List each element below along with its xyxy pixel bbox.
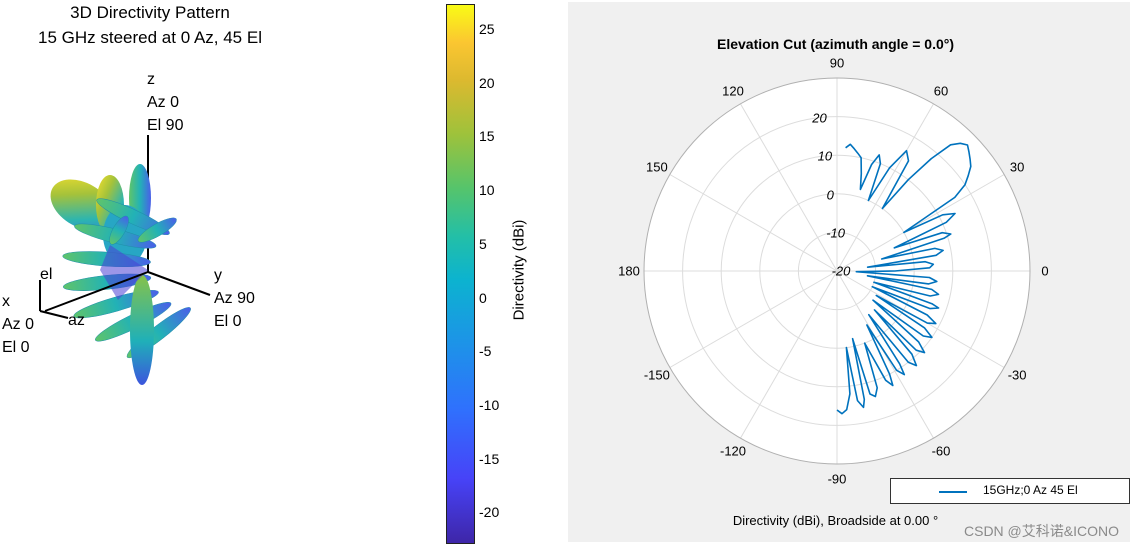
- el-axis-label: el: [40, 266, 53, 283]
- z-axis-label: z Az 0 El 90: [147, 71, 184, 134]
- angle-tick-label: -120: [719, 443, 747, 459]
- angle-tick-label: 120: [722, 83, 744, 99]
- pattern3d-title-line2: 15 GHz steered at 0 Az, 45 El: [38, 28, 262, 47]
- polar-outer-ring: [643, 77, 1031, 465]
- watermark: CSDN @艾科诺&ICONO: [964, 523, 1119, 539]
- colorbar-tick: 5: [479, 235, 487, 252]
- az-axis-line: [39, 310, 69, 319]
- x-axis-line: [44, 271, 149, 312]
- angle-tick-label: 0: [1041, 263, 1049, 279]
- polar-grid-spoke: [836, 174, 1005, 272]
- angle-tick-label: 150: [646, 159, 668, 175]
- polar-grid-spoke: [669, 270, 838, 368]
- angle-tick-label: -150: [643, 367, 670, 383]
- legend[interactable]: 15GHz;0 Az 45 El: [890, 478, 1130, 504]
- polar-grid-spoke: [836, 103, 934, 272]
- angle-tick-label: 180: [618, 263, 640, 279]
- angle-tick-label: -30: [1007, 367, 1027, 383]
- colorbar-tick: 0: [479, 289, 487, 306]
- polar-bottom-label: Directivity (dBi), Broadside at 0.00 °: [732, 513, 939, 528]
- legend-entry: 15GHz;0 Az 45 El: [983, 483, 1078, 497]
- series-line: [836, 142, 972, 415]
- polar-title: Elevation Cut (azimuth angle = 0.0°): [716, 36, 955, 52]
- pattern3d-title: 3D Directivity Pattern 15 GHz steered at…: [0, 0, 300, 50]
- angle-tick-label: 90: [829, 55, 845, 71]
- colorbar-tick: 10: [479, 182, 495, 199]
- colorbar-tick: -20: [479, 504, 500, 521]
- pattern3d-plot[interactable]: [0, 0, 440, 549]
- polar-grid-spoke: [740, 103, 838, 272]
- colorbar-tick: 25: [479, 21, 495, 37]
- angle-tick-label: 60: [933, 83, 949, 99]
- radial-tick-label: -20: [831, 263, 851, 279]
- angle-tick-label: 30: [1009, 159, 1025, 175]
- polar-grid-spoke: [836, 270, 934, 439]
- colorbar-tick: -10: [479, 396, 500, 413]
- y-axis-label: y Az 90 El 0: [214, 267, 255, 330]
- colorbar-tick: 15: [479, 128, 495, 145]
- radial-tick-label: 0: [826, 187, 834, 203]
- x-axis-label: x Az 0 El 0: [2, 293, 35, 356]
- colorbar: [446, 4, 475, 544]
- az-axis-label: az: [68, 312, 85, 329]
- colorbar-tick: 20: [479, 74, 495, 91]
- colorbar-tick: -5: [479, 343, 492, 360]
- angle-tick-label: -90: [827, 471, 847, 487]
- polar-grid-spoke: [740, 270, 838, 439]
- legend-line-swatch: [939, 491, 967, 493]
- y-axis-line: [147, 271, 211, 296]
- angle-tick-label: -60: [931, 443, 951, 459]
- radiation-pattern-3d: [50, 164, 191, 385]
- polar-grid-spoke: [669, 174, 838, 272]
- radial-tick-label: 10: [817, 148, 833, 164]
- radial-tick-label: 20: [812, 110, 827, 126]
- colorbar-tick: -15: [479, 450, 500, 467]
- radial-tick-label: -10: [826, 225, 846, 241]
- pattern3d-title-line1: 3D Directivity Pattern: [70, 3, 230, 22]
